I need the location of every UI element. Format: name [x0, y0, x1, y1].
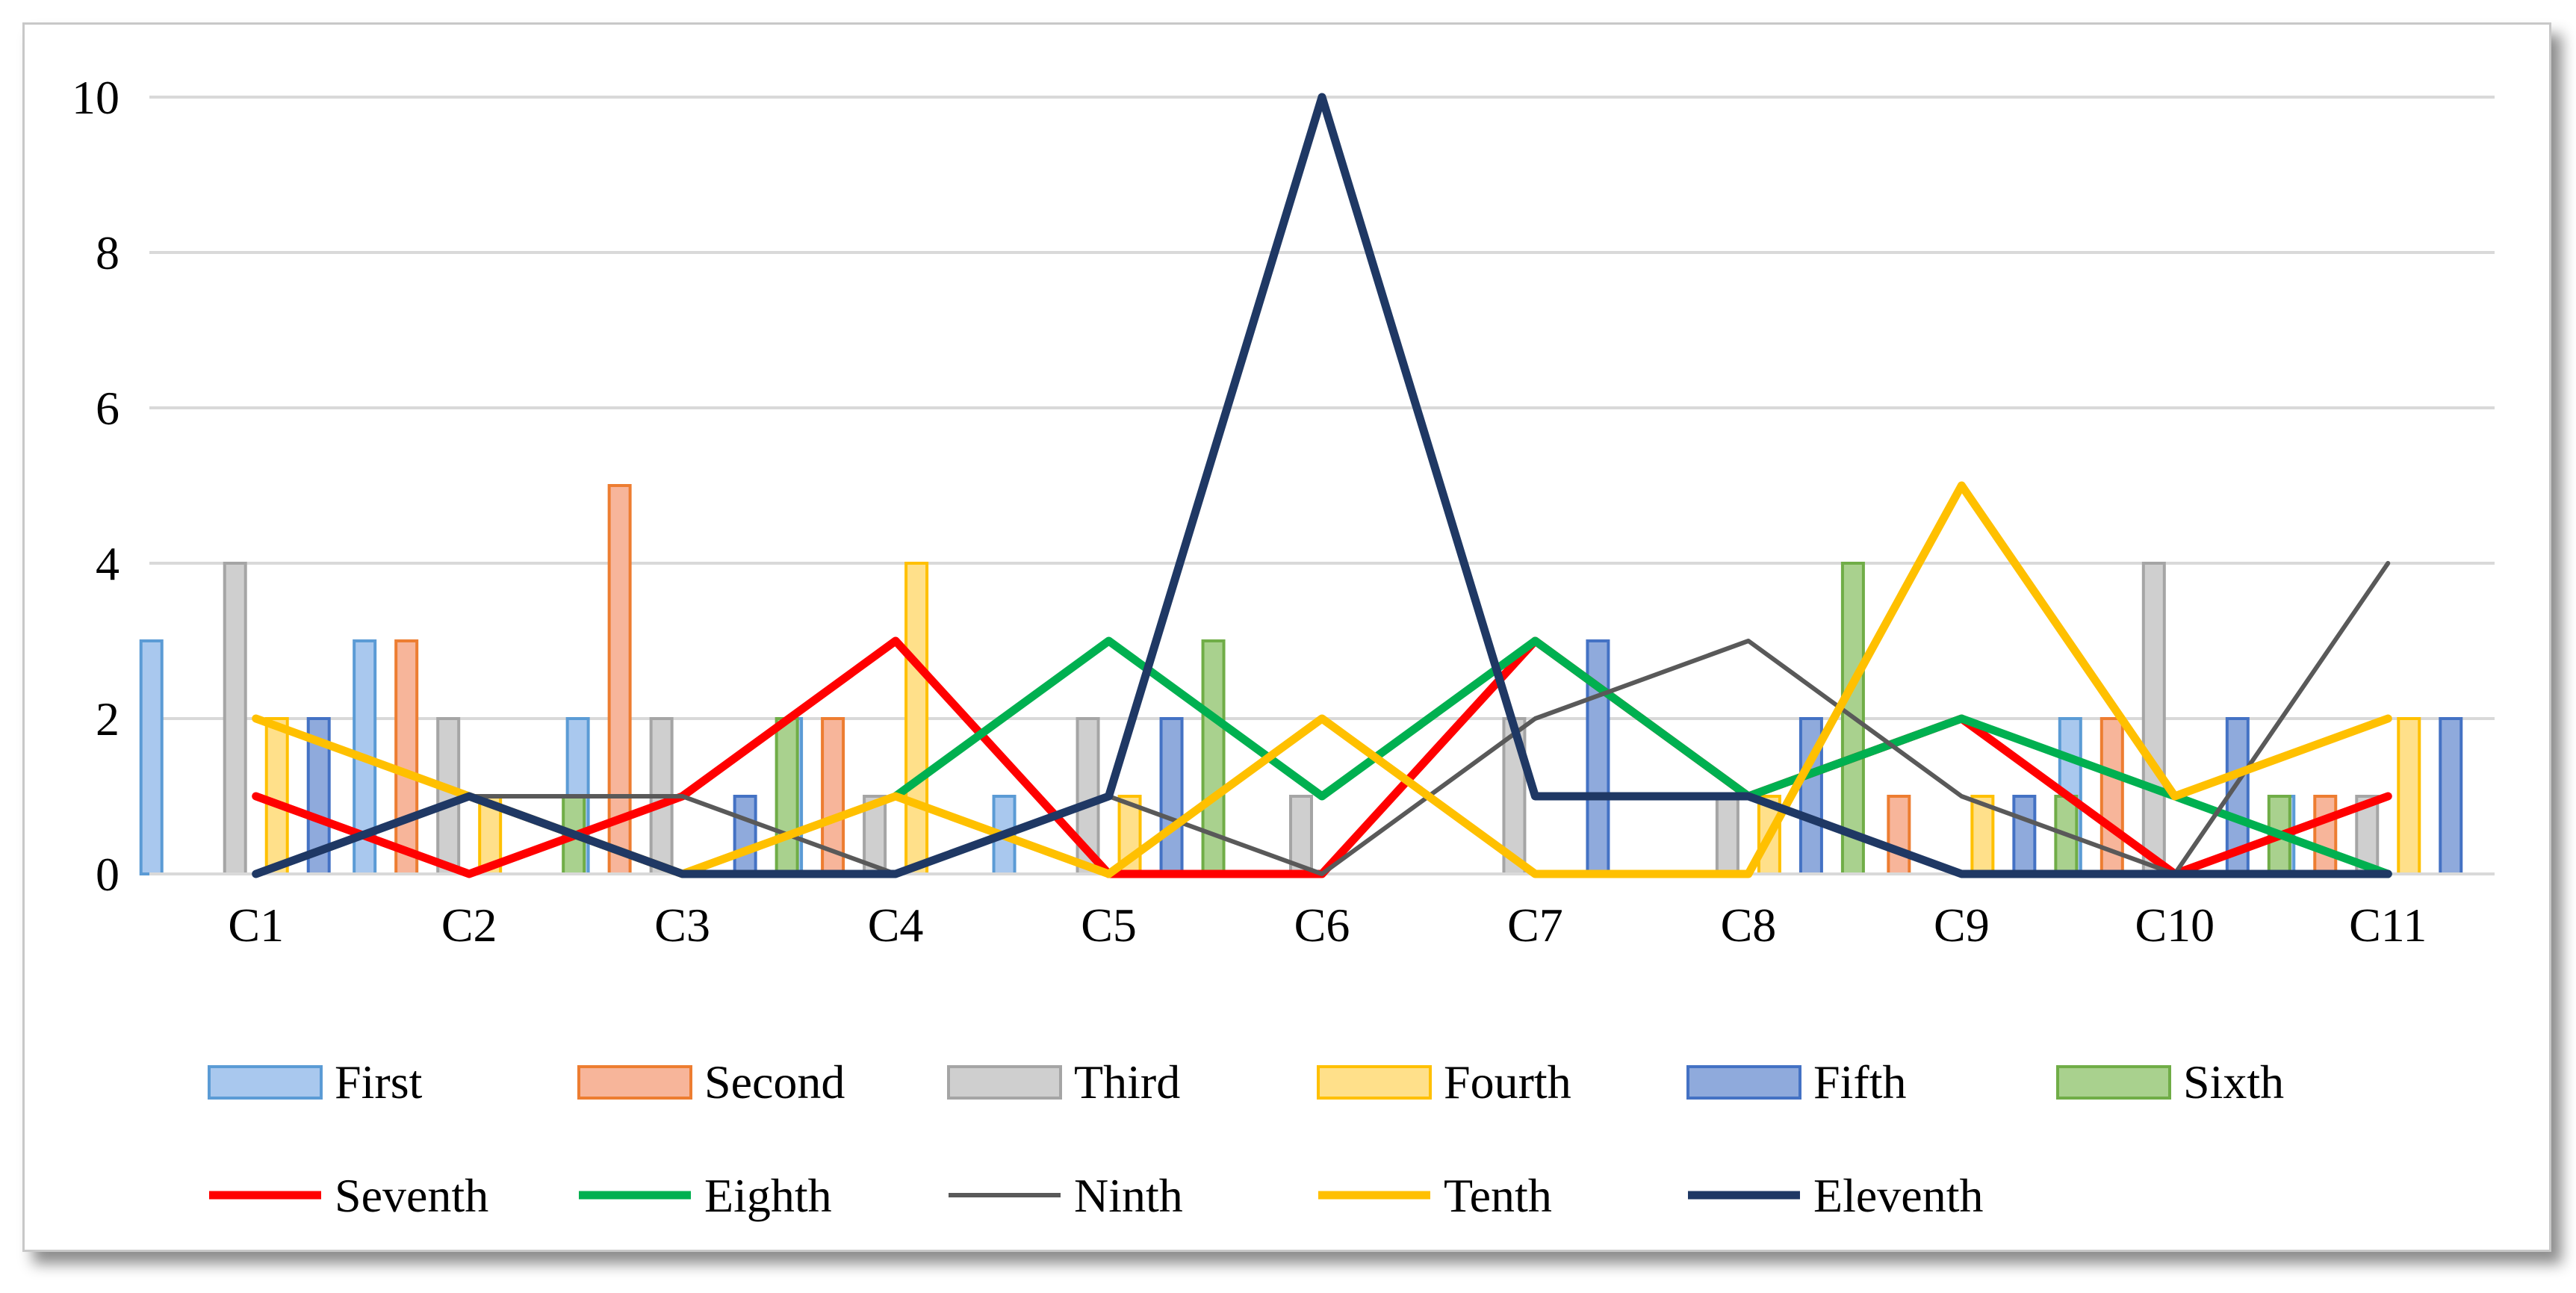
legend-label-eighth: Eighth [704, 1169, 832, 1222]
bar-fourth-c1 [264, 717, 289, 875]
legend-swatch-fourth [1317, 1065, 1432, 1100]
x-tick-label: C10 [2135, 899, 2215, 952]
legend-label-eleventh: Eleventh [1813, 1169, 1983, 1222]
legend-label-fourth: Fourth [1444, 1055, 1571, 1108]
y-tick-label: 2 [96, 692, 120, 745]
bar-fifth-c9 [2012, 795, 2037, 875]
bar-fifth-c11 [2439, 717, 2463, 875]
bar-third-c2 [436, 717, 461, 875]
x-tick-label: C8 [1721, 899, 1777, 952]
legend-label-fifth: Fifth [1813, 1055, 1906, 1108]
bar-first-c1 [139, 639, 164, 875]
bar-third-c8 [1715, 795, 1739, 875]
x-tick-label: C4 [868, 899, 924, 952]
bar-second-c2 [394, 639, 419, 875]
y-axis-ticks: 0 2 4 6 8 10 [72, 71, 120, 901]
line-eleventh [252, 93, 2392, 878]
legend-label-ninth: Ninth [1074, 1169, 1183, 1222]
x-axis-ticks: C1 C2 C3 C4 C5 C6 C7 C8 C9 C10 C11 [228, 899, 2427, 952]
legend-label-third: Third [1074, 1055, 1180, 1108]
x-tick-label: C11 [2349, 899, 2427, 952]
legend-label-sixth: Sixth [2183, 1055, 2284, 1108]
bar-third-c10 [2141, 562, 2166, 875]
bar-fourth-c11 [2397, 717, 2421, 875]
y-tick-label: 8 [96, 226, 120, 279]
line-series-group [252, 93, 2392, 878]
x-tick-label: C1 [228, 899, 284, 952]
bar-fourth-c9 [1970, 795, 1995, 875]
legend-label-tenth: Tenth [1444, 1169, 1552, 1222]
x-tick-label: C5 [1081, 899, 1137, 952]
bar-fourth-c4 [904, 562, 929, 875]
chart-frame [22, 22, 2551, 1252]
legend-swatch-sixth [2056, 1065, 2171, 1100]
bar-fifth-c7 [1586, 639, 1610, 875]
bar-series-group [139, 484, 2463, 875]
x-tick-label: C9 [1934, 899, 1990, 952]
x-tick-label: C2 [441, 899, 497, 952]
x-tick-label: C3 [654, 899, 710, 952]
bar-third-c1 [223, 562, 247, 875]
y-tick-label: 4 [96, 537, 120, 590]
y-tick-label: 10 [72, 71, 120, 124]
x-tick-label: C6 [1294, 899, 1350, 952]
y-tick-label: 6 [96, 382, 120, 435]
bar-second-c3 [607, 484, 632, 875]
legend-label-seventh: Seventh [335, 1169, 488, 1222]
legend-swatch-second [577, 1065, 692, 1100]
legend-label-second: Second [704, 1055, 845, 1108]
bar-second-c9 [1887, 795, 1911, 875]
bar-sixth-c3 [775, 717, 799, 875]
bar-second-c11 [2313, 795, 2338, 875]
bar-fifth-c5 [1159, 717, 1184, 875]
legend-label-first: First [335, 1055, 423, 1108]
bar-second-c4 [821, 717, 845, 875]
y-tick-label: 0 [96, 848, 120, 901]
legend-swatch-first [208, 1065, 323, 1100]
legend: First Second Third Fourth Fifth Sixth Seventh E… [208, 1055, 2284, 1222]
x-tick-label: C7 [1507, 899, 1563, 952]
legend-swatch-fifth [1686, 1065, 1801, 1100]
legend-swatch-third [947, 1065, 1062, 1100]
bar-fifth-c3 [733, 795, 757, 875]
